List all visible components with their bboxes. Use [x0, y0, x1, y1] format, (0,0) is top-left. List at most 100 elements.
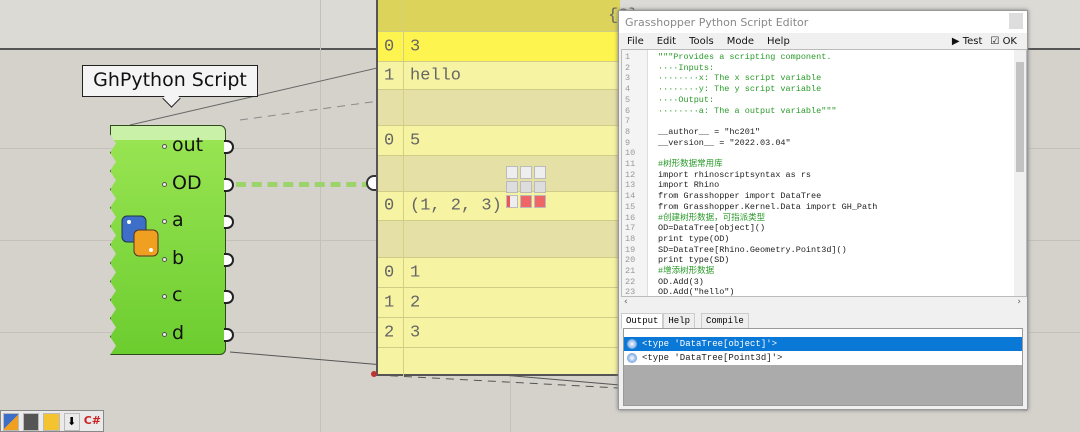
sample-icon[interactable] — [43, 413, 60, 431]
code-line: #增添树形数据 — [658, 266, 715, 276]
panel-branch-gap — [378, 90, 620, 126]
param-dot — [162, 219, 167, 224]
line-number-gutter — [622, 50, 648, 296]
code-line: #创建树形数据，可指派类型 — [658, 212, 766, 223]
line-number: 6 — [625, 105, 631, 116]
panel-header: {0} — [378, 0, 639, 32]
param-dot — [162, 181, 167, 187]
code-line: __version__ = "2022.03.04" — [658, 137, 791, 148]
test-button[interactable]: ▶ Test — [951, 35, 983, 47]
download-icon[interactable]: ⬇ — [63, 413, 80, 431]
code-line: ········x: The x script variable — [658, 73, 822, 84]
output-grip[interactable] — [224, 327, 234, 342]
panel-resize-handle[interactable] — [371, 371, 377, 377]
output-param-b[interactable]: b — [172, 246, 185, 269]
code-line: ····Inputs: — [658, 62, 715, 73]
output-item[interactable]: <type 'DataTree[object]'> — [624, 337, 1022, 351]
param-dot — [162, 144, 167, 149]
code-line: import rhinoscriptsyntax as rs — [658, 169, 812, 180]
output-grip[interactable] — [224, 290, 234, 304]
scroll-right-icon[interactable]: › — [1017, 297, 1021, 307]
ghpython-component[interactable] — [110, 125, 226, 355]
output-param-a[interactable]: a — [172, 209, 184, 231]
line-number: 17 — [625, 223, 636, 234]
line-number: 4 — [625, 84, 631, 95]
code-line: """Provides a scripting component. — [658, 52, 832, 62]
python-output-icon — [627, 339, 637, 349]
output-param-out[interactable]: out — [172, 134, 204, 156]
code-line: ········y: The y script variable — [658, 84, 822, 95]
bottom-toolbar: ⬇ C# — [0, 410, 104, 432]
panel-branch-gap — [378, 221, 620, 258]
code-line: #树形数据常用库 — [658, 159, 723, 169]
code-line: OD.Add("hello") — [658, 287, 735, 297]
grid-line — [320, 0, 321, 432]
menu-tools[interactable]: Tools — [689, 35, 714, 47]
scroll-left-icon[interactable]: ‹ — [624, 297, 628, 307]
save-icon[interactable] — [23, 413, 40, 431]
output-grip[interactable] — [224, 215, 234, 229]
menu-bar: File Edit Tools Mode Help ▶ Test ☑ OK — [619, 33, 1027, 49]
code-line: print type(OD) — [658, 233, 730, 244]
output-grip[interactable] — [224, 252, 234, 267]
data-wire — [236, 182, 372, 187]
code-line: __author__ = "hc201" — [658, 126, 761, 137]
output-list: <type 'DataTree[object]'> <type 'DataTre… — [623, 328, 1023, 406]
line-number: 1 — [625, 52, 631, 62]
code-line: ········a: The a output variable""" — [658, 105, 837, 116]
code-line: from Grasshopper import DataTree — [658, 191, 822, 202]
line-number: 2 — [625, 62, 631, 73]
panel-index-divider — [403, 0, 404, 376]
csharp-icon[interactable]: C# — [83, 414, 101, 427]
close-button[interactable] — [1009, 13, 1023, 29]
horizontal-scrollbar[interactable]: ‹ › — [621, 297, 1027, 310]
line-number: 23 — [625, 287, 636, 297]
line-number: 20 — [625, 255, 636, 266]
output-param-OD[interactable]: OD — [172, 171, 202, 194]
output-grip[interactable] — [224, 140, 234, 154]
param-dot — [162, 331, 167, 337]
line-number: 22 — [625, 276, 636, 287]
vertical-scrollbar[interactable] — [1014, 50, 1026, 296]
code-line: OD=DataTree[object]() — [658, 223, 766, 234]
panel-alignment-icons[interactable] — [506, 166, 548, 208]
menu-file[interactable]: File — [627, 35, 644, 47]
line-number: 18 — [625, 233, 636, 244]
menu-edit[interactable]: Edit — [656, 35, 677, 47]
code-editor[interactable]: 1 """Provides a scripting component. 2 ····… — [621, 49, 1027, 297]
python-icon[interactable] — [3, 413, 20, 431]
line-number: 11 — [625, 159, 636, 169]
tab-output[interactable]: Output — [621, 313, 664, 329]
line-number: 7 — [625, 116, 631, 127]
output-param-d[interactable]: d — [172, 321, 185, 344]
python-output-icon — [627, 353, 637, 363]
menu-mode[interactable]: Mode — [726, 35, 754, 47]
param-dot — [162, 294, 167, 299]
output-param-c[interactable]: c — [172, 284, 183, 306]
output-item[interactable]: <type 'DataTree[Point3d]'> — [624, 351, 1022, 365]
component-tooltip: GhPython Script — [82, 65, 258, 97]
code-line: OD.Add(3) — [658, 276, 704, 287]
output-grip[interactable] — [224, 177, 234, 192]
param-dot — [162, 256, 167, 262]
panel-row: 0 (1, 2, 3) — [378, 192, 620, 221]
line-number: 19 — [625, 244, 636, 255]
menu-help[interactable]: Help — [767, 35, 790, 47]
ok-button[interactable]: ☑ OK — [990, 35, 1017, 47]
code-line: ····Output: — [658, 94, 715, 105]
line-number: 5 — [625, 94, 631, 105]
tab-compile[interactable]: Compile — [701, 313, 749, 329]
panel-input-grip[interactable] — [366, 175, 378, 191]
line-number: 8 — [625, 126, 631, 137]
line-number: 10 — [625, 148, 636, 159]
code-line: SD=DataTree[Rhino.Geometry.Point3d]() — [658, 244, 847, 255]
code-line: from Grasshopper.Kernel.Data import GH_P… — [658, 201, 878, 212]
tab-help[interactable]: Help — [663, 313, 696, 329]
script-editor-window: Grasshopper Python Script Editor File Ed… — [618, 10, 1028, 410]
